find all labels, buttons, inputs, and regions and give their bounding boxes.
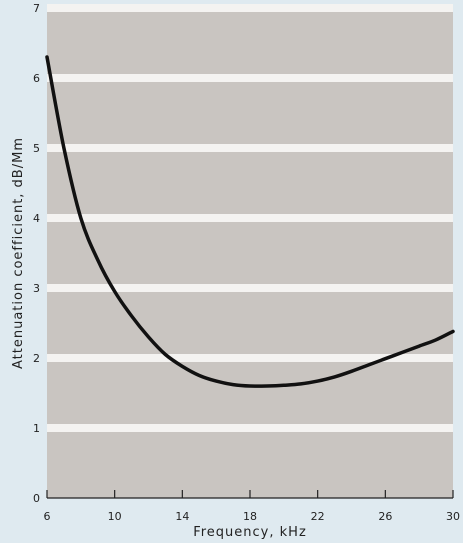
y-ticks: 0 1 2 3 4 5 6 7 — [33, 2, 40, 505]
y-tick-label: 1 — [33, 422, 40, 435]
y-axis-label: Attenuation coefficient, dB/Mm — [11, 137, 26, 369]
attenuation-curve — [45, 55, 455, 388]
x-tick-label: 14 — [175, 510, 189, 523]
y-tick-label: 6 — [33, 72, 40, 85]
y-tick-label: 3 — [33, 282, 40, 295]
y-tick-label: 2 — [33, 352, 40, 365]
grid-band — [47, 284, 453, 292]
y-tick-label: 4 — [33, 212, 40, 225]
x-tick-label: 6 — [44, 510, 51, 523]
grid-band — [47, 144, 453, 152]
x-ticks: 6 10 14 18 22 26 30 — [44, 490, 460, 523]
grid-band — [47, 74, 453, 82]
grid-band — [47, 4, 453, 12]
y-tick-label: 7 — [33, 2, 40, 15]
x-axis-label: Frequency, kHz — [193, 525, 307, 540]
grid-band — [47, 214, 453, 222]
plot-area — [47, 8, 453, 498]
y-tick-label: 0 — [33, 492, 40, 505]
grid-band — [47, 424, 453, 432]
y-tick-label: 5 — [33, 142, 40, 155]
x-tick-label: 26 — [378, 510, 392, 523]
x-tick-label: 10 — [108, 510, 122, 523]
x-tick-label: 18 — [243, 510, 257, 523]
x-tick-label: 30 — [446, 510, 460, 523]
x-tick-label: 22 — [311, 510, 325, 523]
grid-band — [47, 354, 453, 362]
grid-bands — [47, 4, 453, 432]
